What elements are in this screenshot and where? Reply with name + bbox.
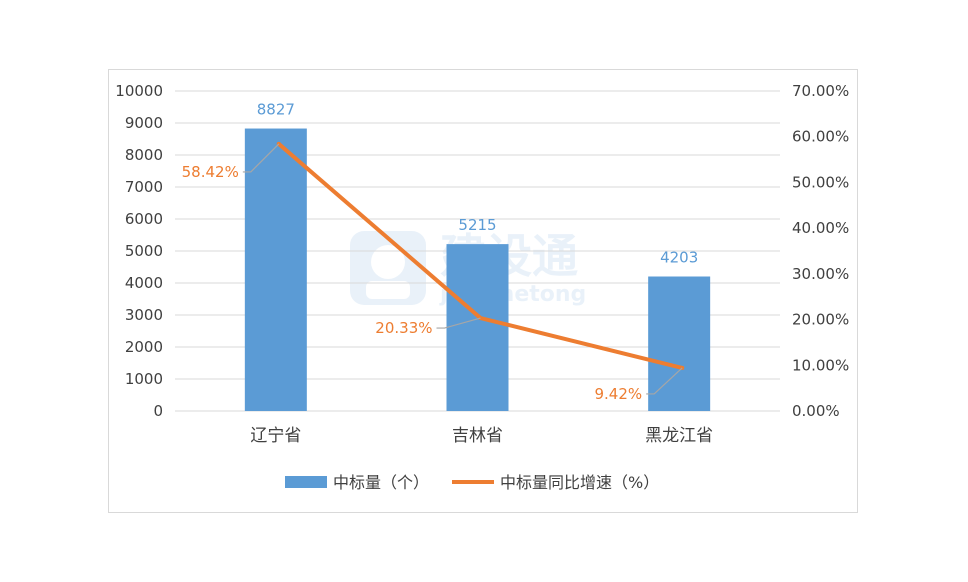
left-axis-tick-label: 2000 <box>125 338 163 356</box>
right-axis-tick-label: 10.00% <box>792 356 849 374</box>
left-axis-ticks: 0 1000 2000 3000 4000 5000 6000 7000 8000 9000 100… <box>115 82 163 420</box>
category-axis: 辽宁省 吉林省 黑龙江省 <box>250 426 713 446</box>
line-label-leader <box>646 367 683 395</box>
left-axis-tick-label: 6000 <box>125 210 163 228</box>
legend: 中标量（个） 中标量同比增速（%） <box>285 473 659 492</box>
watermark-logo-icon <box>350 231 426 305</box>
right-axis-tick-label: 60.00% <box>792 128 849 146</box>
left-axis-tick-label: 0 <box>153 402 163 420</box>
left-axis-tick-label: 5000 <box>125 242 163 260</box>
bar-series: 8827 5215 4203 <box>244 101 711 411</box>
right-axis-tick-label: 70.00% <box>792 82 849 100</box>
category-label: 黑龙江省 <box>645 426 713 446</box>
legend-line-label: 中标量同比增速（%） <box>500 473 659 492</box>
right-axis-tick-label: 0.00% <box>792 402 840 420</box>
bar <box>648 276 711 411</box>
legend-bar-label: 中标量（个） <box>333 473 429 492</box>
left-axis-tick-label: 3000 <box>125 306 163 324</box>
line-label-leader <box>242 143 280 173</box>
category-label: 辽宁省 <box>250 426 301 446</box>
right-axis-ticks: 0.00% 10.00% 20.00% 30.00% 40.00% 50.00% 60.00… <box>792 82 849 420</box>
line-data-label: 9.42% <box>595 385 643 403</box>
line-label-leader <box>436 317 481 329</box>
left-axis-tick-label: 4000 <box>125 274 163 292</box>
left-axis-tick-label: 8000 <box>125 146 163 164</box>
left-axis-tick-label: 7000 <box>125 178 163 196</box>
category-label: 吉林省 <box>452 426 503 446</box>
bar-data-label: 8827 <box>257 101 295 119</box>
bar <box>244 128 307 411</box>
line-data-label: 20.33% <box>375 319 432 337</box>
left-axis-tick-label: 1000 <box>125 370 163 388</box>
left-axis-tick-label: 10000 <box>115 82 163 100</box>
right-axis-tick-label: 50.00% <box>792 173 849 191</box>
line-data-label: 58.42% <box>182 163 239 181</box>
bar <box>446 244 509 411</box>
right-axis-tick-label: 40.00% <box>792 219 849 237</box>
bar-data-label: 4203 <box>660 249 698 267</box>
left-axis-tick-label: 9000 <box>125 114 163 132</box>
right-axis-tick-label: 20.00% <box>792 311 849 329</box>
bar-data-label: 5215 <box>458 216 496 234</box>
legend-bar-swatch <box>285 476 327 488</box>
line-series: 58.42% 20.33% 9.42% <box>182 141 685 403</box>
right-axis-tick-label: 30.00% <box>792 265 849 283</box>
